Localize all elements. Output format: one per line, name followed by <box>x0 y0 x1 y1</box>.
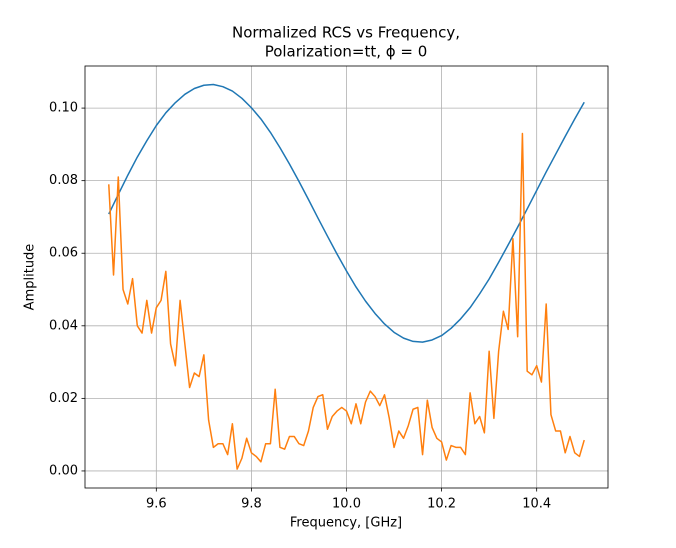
chart-title: Normalized RCS vs Frequency, <box>232 24 460 42</box>
y-tick-label: 0.06 <box>49 246 78 261</box>
data-line <box>108 132 585 470</box>
y-tick-label: 0.04 <box>49 318 78 333</box>
x-tick-label: 10.0 <box>332 497 361 512</box>
y-tick-label: 0.00 <box>49 463 78 478</box>
data-line <box>108 83 585 343</box>
x-tick-label: 10.4 <box>522 497 551 512</box>
x-tick-label: 10.2 <box>427 497 456 512</box>
y-axis-label: Amplitude <box>23 244 38 311</box>
y-tick-label: 0.08 <box>49 173 78 188</box>
axes-frame <box>84 65 609 489</box>
x-tick-label: 9.6 <box>146 497 167 512</box>
x-tick-label: 9.8 <box>241 497 262 512</box>
chart-title: Polarization=tt, ϕ = 0 <box>265 43 428 61</box>
y-tick-label: 0.10 <box>49 101 78 116</box>
x-axis-label: Frequency, [GHz] <box>290 516 402 531</box>
y-tick-label: 0.02 <box>49 391 78 406</box>
